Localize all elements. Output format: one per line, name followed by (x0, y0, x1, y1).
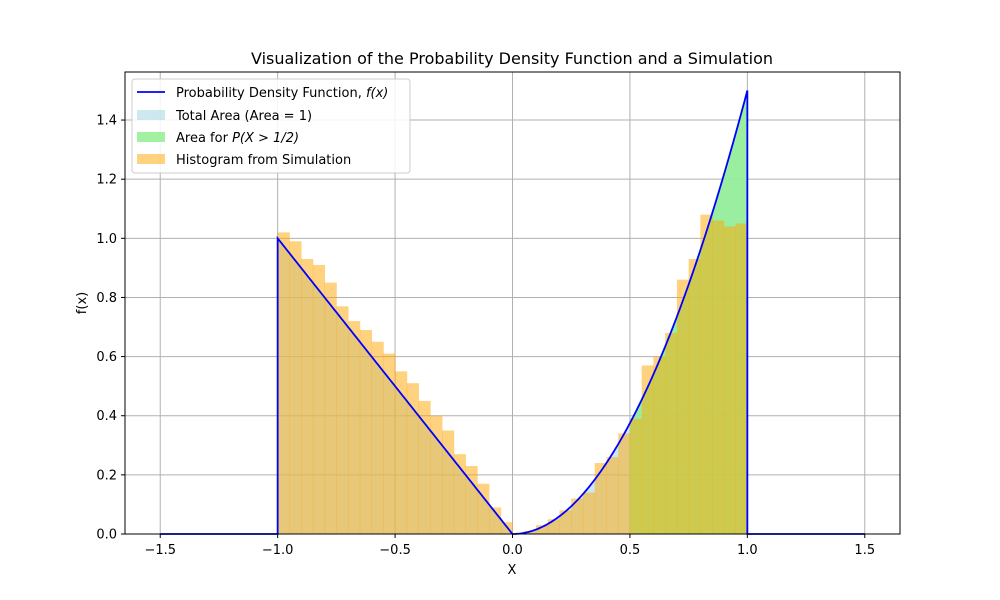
histogram (277, 214, 748, 535)
hist-bar-6 (348, 321, 361, 534)
hist-bar-8 (371, 341, 384, 534)
hist-bar-17 (477, 483, 490, 534)
hist-bar-10 (395, 371, 408, 534)
hist-bar-13 (430, 415, 443, 534)
legend-box (131, 78, 411, 174)
hist-bar-16 (465, 465, 478, 534)
hist-bar-26 (582, 492, 596, 534)
hist-bar-12 (418, 400, 431, 534)
hist-bar-5 (336, 306, 349, 534)
y-axis-label: f(x) (75, 292, 90, 314)
x-tick-label-6: 1.5 (854, 543, 875, 558)
hist-bar-30 (629, 418, 643, 534)
hist-bar-22 (535, 525, 549, 534)
legend-swatch-area-p (137, 132, 165, 142)
chart-title: Visualization of the Probability Density… (251, 49, 773, 68)
x-tick-label-5: 1.0 (737, 543, 758, 558)
legend-label-1: Total Area (Area = 1) (175, 109, 312, 124)
legend: Probability Density Function, f(x) Total … (131, 78, 411, 174)
hist-bar-27 (594, 463, 607, 534)
legend-swatch-histogram (137, 154, 165, 164)
hist-bar-9 (383, 353, 396, 534)
y-tick-label-5: 1.0 (96, 232, 117, 247)
hist-bar-39 (735, 223, 748, 534)
x-tick-label-0: −1.5 (144, 543, 176, 558)
hist-bar-29 (618, 433, 631, 534)
y-tick-label-2: 0.4 (96, 409, 117, 424)
hist-bar-32 (653, 356, 666, 534)
hist-bar-28 (606, 457, 619, 534)
x-axis-label: X (508, 563, 517, 578)
x-tick-label-4: 0.5 (620, 543, 641, 558)
pdf-line-group (160, 90, 865, 535)
hist-bar-15 (453, 454, 466, 534)
hist-bar-18 (489, 507, 502, 534)
hist-bar-11 (406, 383, 419, 534)
y-tick-label-1: 0.2 (96, 468, 117, 483)
hist-bar-3 (312, 264, 326, 534)
legend-label-2: Area for P(X > 1/2) (176, 131, 299, 146)
x-tick-label-1: −1.0 (262, 543, 294, 558)
x-axis: −1.5 −1.0 −0.5 0.0 0.5 1.0 1.5 (144, 534, 875, 558)
hist-bar-24 (559, 510, 572, 534)
legend-swatch-total-area (137, 110, 165, 120)
legend-label-3: Histogram from Simulation (176, 153, 351, 168)
legend-label-0: Probability Density Function, f(x) (176, 86, 388, 101)
x-tick-label-2: −0.5 (379, 543, 411, 558)
hist-bar-34 (676, 279, 690, 534)
hist-bar-7 (359, 329, 372, 534)
hist-bar-38 (723, 226, 737, 534)
hist-bar-4 (324, 282, 337, 534)
y-tick-label-6: 1.2 (96, 173, 117, 188)
hist-bar-2 (301, 259, 314, 534)
hist-bar-35 (688, 259, 701, 534)
y-tick-label-4: 0.8 (96, 291, 117, 306)
hist-bar-21 (524, 531, 537, 534)
hist-bar-14 (442, 430, 455, 534)
hist-bar-37 (712, 220, 725, 534)
y-tick-label-7: 1.4 (96, 114, 117, 129)
hist-bar-36 (700, 214, 713, 535)
hist-bar-31 (641, 365, 654, 534)
hist-bar-1 (289, 241, 302, 534)
hist-bar-33 (665, 332, 678, 534)
hist-bar-23 (547, 519, 560, 534)
pdf-line (160, 90, 865, 535)
y-tick-label-0: 0.0 (96, 528, 117, 543)
y-tick-label-3: 0.6 (96, 350, 117, 365)
y-axis: 0.0 0.2 0.4 0.6 0.8 1.0 1.2 1.4 (96, 114, 125, 543)
x-tick-label-3: 0.0 (502, 543, 523, 558)
hist-bar-0 (277, 232, 290, 534)
hist-bar-25 (571, 498, 584, 534)
